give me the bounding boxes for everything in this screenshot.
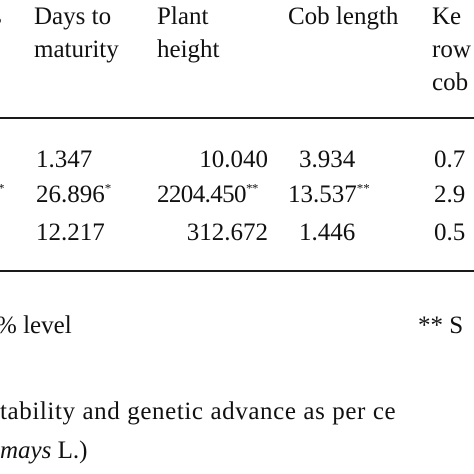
header-plant-height-line2: height bbox=[157, 36, 220, 63]
caption-line-1: tability and genetic advance as per ce bbox=[0, 398, 397, 425]
row-2-left-sup: * bbox=[0, 180, 5, 210]
row-1-cob: 3.934 bbox=[299, 146, 356, 173]
header-left-fragment: s bbox=[0, 2, 2, 32]
row-3-cob: 1.446 bbox=[299, 219, 356, 246]
row-2-days: 26.896* bbox=[36, 180, 112, 208]
header-plant-height-line1: Plant bbox=[157, 3, 209, 30]
row-3-kernel: 0.5 bbox=[434, 219, 466, 246]
header-cob-length: Cob length bbox=[288, 3, 399, 30]
row-1-days: 1.347 bbox=[36, 146, 93, 173]
header-kernel-rows-line1: Ke bbox=[432, 3, 462, 30]
header-days-to-maturity-line2: maturity bbox=[34, 36, 119, 63]
body-rule bbox=[0, 270, 474, 272]
caption-line-2: mays L.) bbox=[0, 437, 88, 464]
header-kernel-rows-line2: row bbox=[432, 36, 471, 63]
row-1-kernel: 0.7 bbox=[434, 146, 466, 173]
header-kernel-rows-line3: cob bbox=[432, 69, 469, 96]
row-3-height: 312.672 bbox=[186, 219, 268, 246]
footnote-right: ** S bbox=[418, 312, 464, 339]
row-2-cob: 13.537** bbox=[288, 180, 370, 208]
row-2-kernel: 2.9 bbox=[434, 181, 466, 208]
footnote-left: % level bbox=[0, 312, 72, 339]
row-3-days: 12.217 bbox=[36, 219, 105, 246]
row-1-height: 10.040 bbox=[199, 146, 268, 173]
header-rule bbox=[0, 117, 474, 119]
row-2-height: 2204.450** bbox=[157, 180, 258, 208]
header-days-to-maturity-line1: Days to bbox=[34, 3, 112, 30]
